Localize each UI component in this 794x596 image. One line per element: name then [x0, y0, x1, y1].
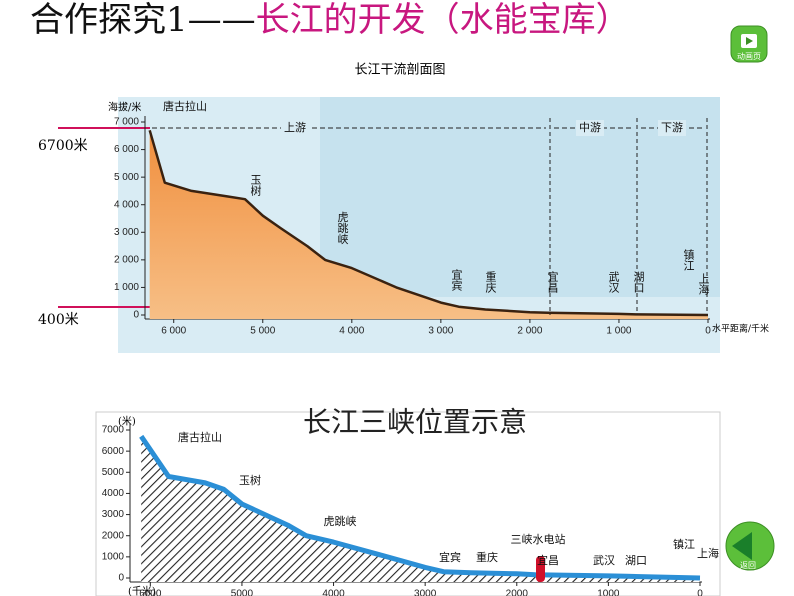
chart1-title: 长江干流剖面图	[354, 63, 445, 78]
annotation: 玉树	[249, 174, 262, 197]
annotation: 宜昌	[546, 270, 559, 294]
y-tick-label: 0	[133, 310, 139, 321]
button-label: 返回	[740, 561, 756, 570]
annotation: 湖口	[625, 554, 647, 567]
mark-high: 6700米	[38, 138, 88, 154]
area-fill	[149, 130, 708, 319]
x-tick-label: 3 000	[428, 326, 453, 337]
dam-marker	[536, 556, 545, 582]
y-tick-label: 7000	[102, 425, 125, 436]
annotation-bg	[658, 120, 686, 136]
annotation-bg	[576, 120, 604, 136]
annotation: 上海	[697, 273, 710, 296]
y-tick-label: 7 000	[114, 117, 139, 128]
x-tick-label: 1000	[597, 589, 620, 596]
annotation: 湖口	[632, 271, 645, 293]
annotation: 武汉	[607, 271, 620, 294]
annotation: 三峡水电站	[511, 532, 566, 546]
y-tick-label: 0	[118, 573, 124, 584]
x-tick-label: 2 000	[517, 326, 542, 337]
x-tick-label: 4000	[322, 589, 345, 596]
y-tick-label: 5000	[102, 467, 125, 478]
x-tick-label: 1 000	[606, 326, 631, 337]
y-tick-label: 6000	[102, 446, 125, 457]
annotation: 上游	[284, 121, 306, 134]
chart2-y-label: (米)	[118, 415, 136, 428]
profile-line	[139, 434, 701, 581]
x-tick-label: 0	[697, 589, 703, 596]
y-tick-label: 2 000	[114, 254, 139, 265]
annotation: 镇江	[682, 248, 695, 271]
chart2-x-label: (千米)	[128, 585, 156, 596]
profile-line	[148, 129, 709, 317]
annotation: 中游	[579, 121, 601, 134]
chart1-y-label: 海拔/米	[108, 101, 141, 114]
chart1-shade	[320, 97, 720, 297]
chart2-title: 长江三峡位置示意	[303, 406, 527, 439]
area-fill	[141, 436, 701, 582]
x-tick-label: 3000	[414, 589, 437, 596]
animation-button[interactable]: 动画页	[730, 25, 768, 63]
y-tick-label: 5 000	[114, 172, 139, 183]
title: 合作探究1——长江的开发（水能宝库）	[30, 0, 630, 40]
annotation: 镇江	[673, 537, 695, 551]
y-tick-label: 1 000	[114, 282, 139, 293]
x-tick-label: 6000	[139, 589, 162, 596]
back-button[interactable]: 返回	[725, 521, 775, 571]
annotation: 武汉	[593, 554, 615, 567]
x-tick-label: 4 000	[339, 326, 364, 337]
chart1-x-label: 水平距离/千米	[712, 323, 769, 335]
annotation: 虎跳峡	[324, 514, 357, 528]
annotation-bg	[281, 120, 309, 136]
y-tick-label: 4 000	[114, 199, 139, 210]
y-tick-label: 3000	[102, 509, 125, 520]
annotation: 宜宾	[439, 550, 461, 564]
x-tick-label: 2000	[506, 589, 529, 596]
annotation: 重庆	[484, 270, 497, 294]
annotation: 玉树	[239, 473, 261, 487]
title-colored: 长江的开发（水能宝库）	[256, 0, 630, 40]
annotation: 唐古拉山	[163, 99, 207, 113]
y-tick-label: 6 000	[114, 144, 139, 155]
annotation: 重庆	[476, 550, 498, 564]
mark-low: 400米	[38, 312, 79, 328]
x-tick-label: 6 000	[161, 326, 186, 337]
y-tick-label: 3 000	[114, 227, 139, 238]
y-tick-label: 1000	[102, 551, 125, 562]
x-tick-label: 5000	[231, 589, 254, 596]
annotation: 宜宾	[450, 268, 463, 291]
annotation: 下游	[661, 121, 683, 134]
x-tick-label: 5 000	[250, 326, 275, 337]
annotation: 虎跳峡	[336, 211, 349, 244]
title-black: 合作探究1——	[30, 0, 256, 40]
x-tick-label: 0	[705, 326, 711, 337]
annotation: 唐古拉山	[178, 430, 222, 444]
button-label: 动画页	[737, 51, 761, 61]
annotation: 上海	[697, 546, 719, 560]
y-tick-label: 2000	[102, 530, 125, 541]
y-tick-label: 4000	[102, 488, 125, 499]
annotation: 宜昌	[537, 553, 559, 567]
